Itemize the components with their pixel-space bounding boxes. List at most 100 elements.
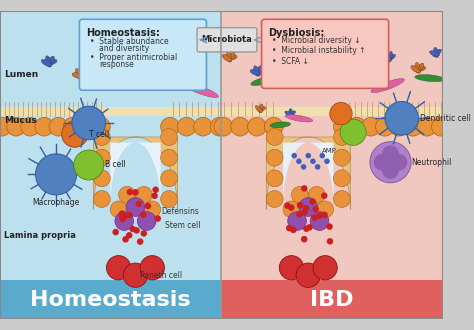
Circle shape <box>305 153 311 158</box>
Ellipse shape <box>46 59 57 65</box>
Circle shape <box>161 170 177 187</box>
Ellipse shape <box>371 79 404 93</box>
Circle shape <box>161 191 177 208</box>
Circle shape <box>315 164 320 170</box>
Circle shape <box>126 232 132 239</box>
Ellipse shape <box>177 65 187 69</box>
Text: Macrophage: Macrophage <box>33 198 80 207</box>
Circle shape <box>327 238 333 245</box>
Circle shape <box>303 205 310 212</box>
Circle shape <box>145 203 151 209</box>
Circle shape <box>299 198 318 216</box>
Ellipse shape <box>287 111 296 116</box>
Circle shape <box>137 238 144 245</box>
Text: Stem cell: Stem cell <box>165 221 201 230</box>
Circle shape <box>266 129 283 146</box>
Text: Homeostasis:: Homeostasis: <box>86 28 160 38</box>
Circle shape <box>266 149 283 166</box>
Circle shape <box>296 158 302 164</box>
Circle shape <box>288 204 294 211</box>
Circle shape <box>93 129 110 146</box>
Ellipse shape <box>434 47 438 58</box>
Circle shape <box>390 117 408 136</box>
Ellipse shape <box>251 76 276 85</box>
Circle shape <box>177 117 196 136</box>
Circle shape <box>247 117 266 136</box>
Ellipse shape <box>110 76 142 85</box>
Circle shape <box>321 212 328 218</box>
Circle shape <box>93 170 110 187</box>
Circle shape <box>316 212 323 219</box>
Circle shape <box>286 225 292 231</box>
Text: IBD: IBD <box>310 289 354 310</box>
Ellipse shape <box>415 62 420 73</box>
Bar <box>0 11 221 282</box>
Circle shape <box>382 146 399 162</box>
Circle shape <box>141 230 147 237</box>
Circle shape <box>119 211 125 217</box>
Circle shape <box>296 211 302 217</box>
Circle shape <box>310 212 329 230</box>
Circle shape <box>121 213 128 220</box>
Circle shape <box>7 117 25 136</box>
Ellipse shape <box>227 51 232 62</box>
Circle shape <box>62 121 88 147</box>
Ellipse shape <box>348 60 358 65</box>
Circle shape <box>112 229 119 235</box>
Ellipse shape <box>255 106 263 113</box>
Circle shape <box>129 226 136 232</box>
Circle shape <box>93 191 110 208</box>
Ellipse shape <box>183 83 219 98</box>
Circle shape <box>312 206 319 213</box>
Circle shape <box>290 227 297 233</box>
Text: Dendritic cell: Dendritic cell <box>420 114 471 123</box>
Circle shape <box>93 149 110 166</box>
Ellipse shape <box>222 54 232 62</box>
Circle shape <box>36 154 77 195</box>
Text: Lamina propria: Lamina propria <box>4 231 76 240</box>
FancyBboxPatch shape <box>197 28 257 52</box>
Circle shape <box>137 212 156 230</box>
Ellipse shape <box>319 50 331 55</box>
Circle shape <box>132 189 139 196</box>
Circle shape <box>432 117 450 136</box>
Circle shape <box>35 117 54 136</box>
Ellipse shape <box>350 56 355 67</box>
Ellipse shape <box>77 71 88 78</box>
Circle shape <box>284 202 291 209</box>
Circle shape <box>115 212 134 230</box>
Circle shape <box>347 117 366 136</box>
Text: Mucus: Mucus <box>4 115 36 125</box>
Text: and diversity: and diversity <box>99 45 149 53</box>
Circle shape <box>301 185 308 192</box>
Ellipse shape <box>285 111 293 117</box>
Circle shape <box>91 117 110 136</box>
Circle shape <box>266 191 283 208</box>
Text: AMP: AMP <box>322 148 337 154</box>
Circle shape <box>324 158 330 164</box>
Text: response: response <box>99 60 134 69</box>
Ellipse shape <box>321 48 329 57</box>
Circle shape <box>136 201 142 207</box>
Circle shape <box>118 213 125 219</box>
Circle shape <box>385 102 419 135</box>
Text: Dysbiosis:: Dysbiosis: <box>268 28 325 38</box>
Bar <box>221 280 443 319</box>
Circle shape <box>161 129 177 146</box>
Polygon shape <box>110 143 161 207</box>
Circle shape <box>292 153 297 158</box>
Ellipse shape <box>41 59 52 67</box>
Circle shape <box>418 117 436 136</box>
Ellipse shape <box>433 49 441 57</box>
Circle shape <box>21 117 39 136</box>
Circle shape <box>310 198 316 205</box>
Circle shape <box>279 256 304 280</box>
Ellipse shape <box>285 115 313 122</box>
Ellipse shape <box>384 52 391 62</box>
Circle shape <box>264 117 283 136</box>
Ellipse shape <box>415 66 426 71</box>
Circle shape <box>72 106 106 140</box>
Circle shape <box>321 192 328 199</box>
Circle shape <box>319 153 325 158</box>
Circle shape <box>334 149 350 166</box>
